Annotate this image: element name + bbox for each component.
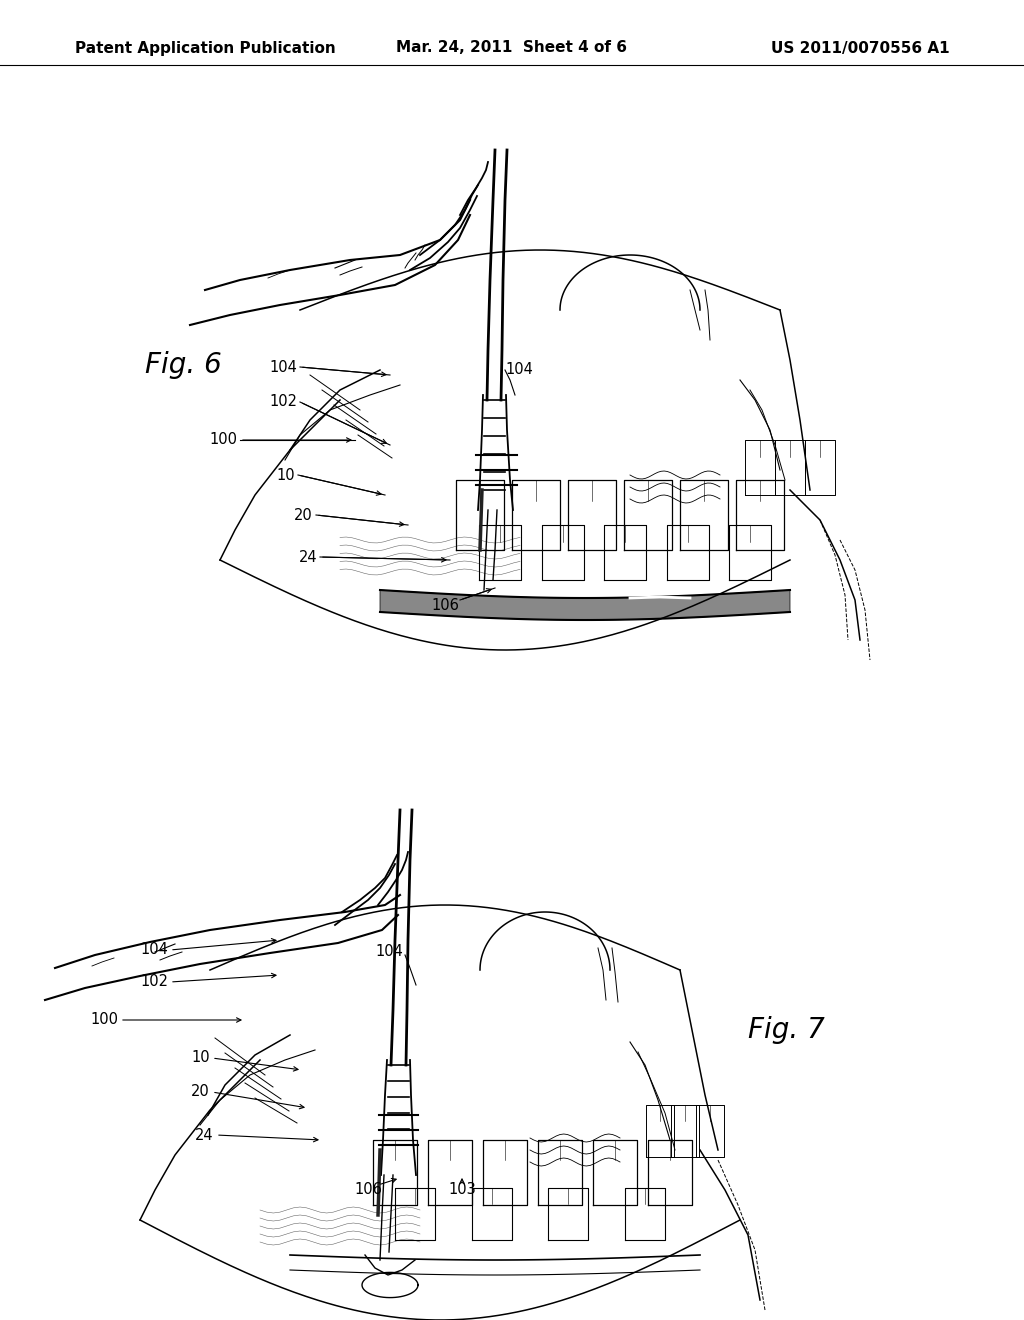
Text: Mar. 24, 2011  Sheet 4 of 6: Mar. 24, 2011 Sheet 4 of 6 (396, 41, 628, 55)
Text: 24: 24 (299, 549, 318, 565)
Text: Patent Application Publication: Patent Application Publication (75, 41, 336, 55)
Text: 10: 10 (191, 1051, 210, 1065)
Text: 106: 106 (431, 598, 459, 614)
Text: 104: 104 (140, 942, 168, 957)
Text: 103: 103 (449, 1183, 476, 1197)
Text: 10: 10 (276, 467, 295, 483)
Text: 20: 20 (191, 1085, 210, 1100)
Text: Fig. 7: Fig. 7 (748, 1016, 824, 1044)
Text: 102: 102 (140, 974, 168, 990)
Text: 100: 100 (209, 433, 237, 447)
Text: 104: 104 (375, 945, 402, 960)
Text: 104: 104 (269, 359, 297, 375)
Text: 20: 20 (294, 507, 313, 523)
Text: 104: 104 (505, 363, 532, 378)
Text: Fig. 6: Fig. 6 (145, 351, 222, 379)
Text: 106: 106 (354, 1183, 382, 1197)
Text: 24: 24 (196, 1127, 214, 1143)
Text: 102: 102 (269, 395, 297, 409)
Polygon shape (380, 590, 790, 620)
Text: 100: 100 (90, 1012, 118, 1027)
Text: US 2011/0070556 A1: US 2011/0070556 A1 (771, 41, 950, 55)
